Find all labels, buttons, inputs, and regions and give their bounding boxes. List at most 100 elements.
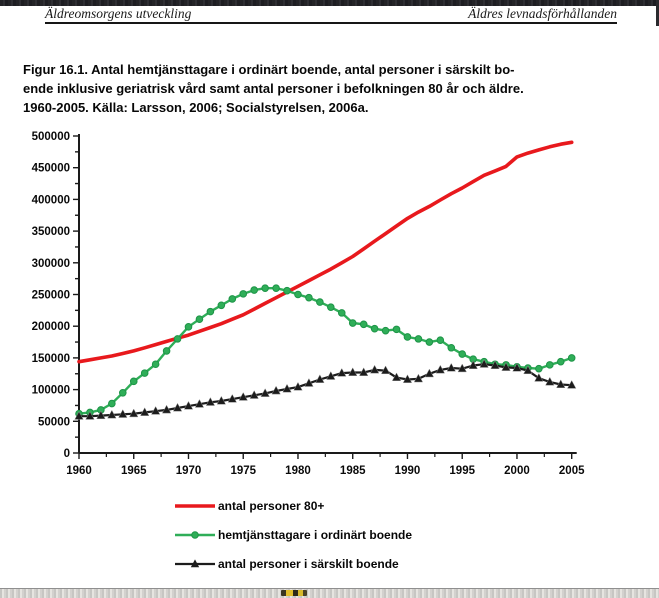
series-marker-triangle [402,374,413,383]
series-marker-circle [129,377,138,386]
series-marker-triangle [468,360,478,369]
series-marker-circle [458,350,467,358]
series-marker-circle [118,388,127,397]
series-marker-circle [140,369,149,377]
series-marker-circle [206,307,215,316]
series-marker-circle [403,333,412,341]
y-tick-label: 450000 [32,163,70,175]
series-marker-triangle [304,378,314,387]
series-marker-circle [381,326,390,335]
series-line-0 [77,140,574,364]
x-tick-label: 1985 [340,465,366,477]
series-marker-circle [392,325,401,334]
y-tick-label: 500000 [32,131,70,143]
series-marker-triangle [380,365,391,375]
series-marker-circle [151,360,160,369]
figure-caption-line-2: ende inklusive geriatrisk vård samt anta… [23,81,524,96]
series-marker-circle [173,335,182,343]
scan-bottom-bar [0,588,659,598]
y-tick-label: 100000 [32,385,70,397]
series-marker-circle [316,298,324,306]
x-tick-label: 1970 [176,465,202,477]
series-marker-triangle [326,371,336,380]
legend-row-0: antal personer 80+ [174,498,324,514]
series-marker-triangle [359,367,369,376]
series-marker-circle [359,320,368,329]
series-marker-triangle [424,368,434,378]
legend-swatch-line-icon [175,504,215,508]
series-marker-triangle [523,365,533,375]
x-tick-label: 2000 [504,465,530,477]
series-marker-circle [217,301,226,310]
chart-svg: 0 50000 100000 150000 200000 250000 300000 3500… [32,131,585,477]
x-tick-label: 1975 [230,465,256,477]
series-marker-triangle [227,393,237,403]
bottom-bar-artifact [281,590,307,596]
series-marker-circle [348,319,357,327]
series-marker-triangle [249,390,259,399]
series-marker-circle [535,364,543,373]
series-marker-circle [414,335,423,343]
series-marker-triangle [435,364,445,374]
y-tick-label: 350000 [32,226,70,238]
series-marker-triangle [96,410,106,420]
series-marker-circle [370,324,379,333]
y-tick-label: 250000 [32,290,70,302]
series-marker-triangle [260,388,270,397]
y-tick-label: 400000 [32,194,70,206]
x-tick-label: 1995 [449,465,475,477]
series-marker-circle [184,323,193,331]
x-tick-label: 1965 [121,465,147,477]
series-marker-triangle [107,409,117,419]
series-marker-triangle [238,392,248,401]
header-rule [45,22,617,24]
running-header-left: Äldreomsorgens utveckling [45,6,192,21]
series-marker-triangle [85,411,95,420]
series-marker-triangle [512,362,522,372]
series-marker-circle [567,354,576,362]
legend-label-1: hemtjänsttagare i ordinärt boende [218,528,413,542]
x-tick-label: 1960 [66,465,92,477]
series-marker-circle [239,290,248,298]
series-marker-circle [294,290,302,299]
series-marker-circle [436,336,445,344]
series-marker-triangle [337,367,347,377]
x-tick-label: 2005 [559,465,585,477]
series-marker-circle [283,286,291,295]
series-marker-triangle [490,360,500,369]
figure-caption-line-1: Figur 16.1. Antal hemtjänsttagare i ordi… [23,62,515,77]
y-tick-label: 0 [64,448,70,460]
legend-label-2: antal personer i särskilt boende [218,557,399,571]
y-tick-label: 150000 [32,353,70,365]
series-marker-triangle [216,395,226,405]
series-marker-circle [195,315,204,324]
series-marker-circle [425,338,434,346]
series-marker-triangle [457,363,467,373]
series-marker-triangle [545,376,555,386]
series-marker-triangle [172,402,183,412]
y-tick-label: 200000 [32,321,70,333]
series-marker-circle [337,309,346,317]
series-marker-triangle [556,379,566,388]
series-marker-triangle [567,380,577,389]
series-marker-triangle [501,362,511,371]
running-header-right: Äldres levnadsförhållanden [468,6,617,21]
series-line-1 [77,286,573,415]
series-marker-circle [108,399,116,408]
series-marker-triangle [161,404,172,414]
series-marker-triangle [74,411,84,420]
series-marker-triangle [140,407,150,416]
chart-area: 0 50000 100000 150000 200000 250000 300000 3500… [0,130,659,490]
series-marker-circle [250,286,258,294]
legend-swatch-triangle-icon [175,559,215,568]
series-marker-circle [261,284,269,292]
series-marker-triangle [315,374,325,383]
series-marker-circle [556,357,565,366]
series-marker-triangle [271,385,281,395]
series-marker-triangle [413,373,424,383]
series-marker-circle [305,293,313,302]
series-marker-circle [327,303,335,311]
y-tick-label: 50000 [38,416,70,428]
series-marker-triangle [479,359,489,368]
series-marker-triangle [282,383,292,393]
